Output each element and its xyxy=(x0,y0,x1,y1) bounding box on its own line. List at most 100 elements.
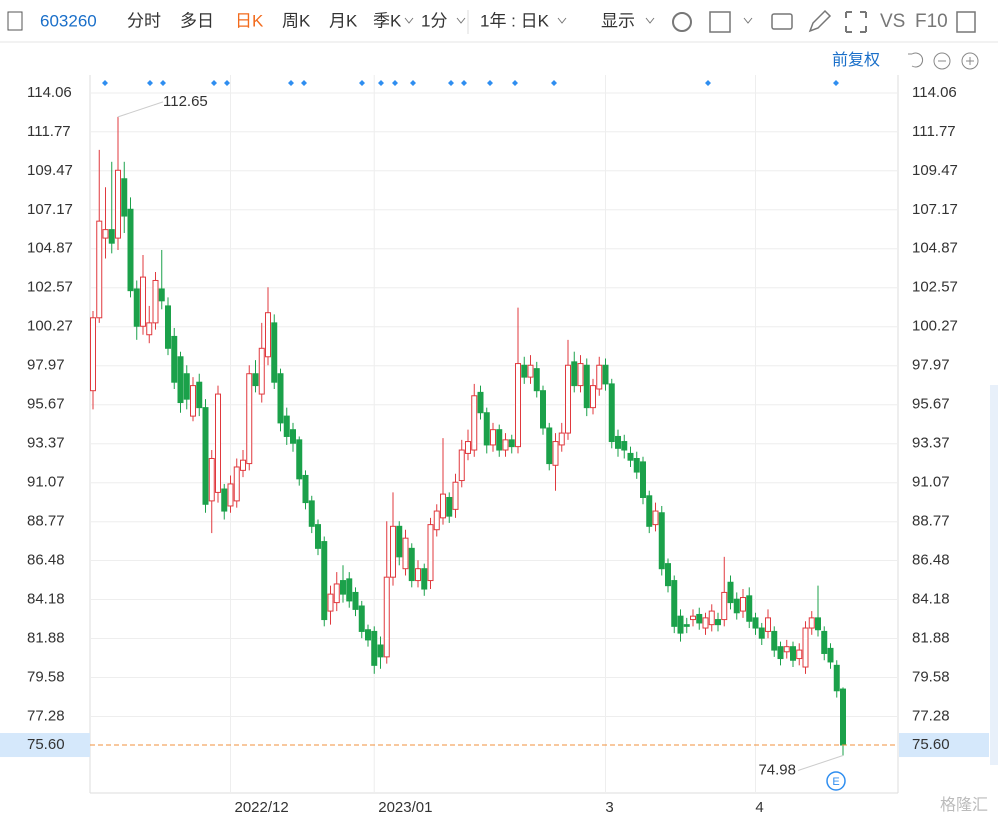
candle-body xyxy=(808,617,815,629)
y-tick-label: 114.06 xyxy=(27,84,72,101)
y-tick-label-right: 97.97 xyxy=(912,357,950,374)
candle-body xyxy=(196,381,203,409)
candle-body xyxy=(658,512,665,570)
candle-body xyxy=(146,322,153,336)
tab[interactable]: 多日 xyxy=(180,11,214,30)
y-tick-label-right: 102.57 xyxy=(912,279,958,296)
min-label: 74.98 xyxy=(758,762,796,779)
candle-body xyxy=(815,617,821,631)
candle-body xyxy=(571,361,578,387)
y-tick-label-right: 93.37 xyxy=(912,435,950,452)
settings-icon[interactable] xyxy=(672,12,692,32)
x-tick-label: 2023/01 xyxy=(378,799,432,816)
candle-body xyxy=(421,568,428,590)
candle-body xyxy=(821,630,828,654)
candle-body xyxy=(283,415,290,437)
event-icon[interactable] xyxy=(826,771,846,791)
last-price-badge-right xyxy=(899,733,989,758)
tab[interactable]: 月K xyxy=(329,11,358,30)
candle-body xyxy=(683,624,690,627)
candle-body xyxy=(583,364,590,409)
y-tick-label-right: 77.28 xyxy=(912,708,950,725)
candle-body xyxy=(746,595,753,622)
candle-body xyxy=(221,488,228,512)
candle-body xyxy=(177,356,184,404)
dropdown-arrows xyxy=(404,17,753,24)
panel-icon[interactable] xyxy=(7,11,23,31)
y-tick-label: 93.37 xyxy=(27,435,65,452)
tab[interactable]: 周K xyxy=(282,11,311,30)
candle-body xyxy=(577,363,584,387)
plot: 114.06 114.06 111.77 111.77 109.47 109.47 107.… xyxy=(0,75,989,816)
last-price-label-right: 75.60 xyxy=(912,736,950,753)
scrollbar[interactable] xyxy=(990,385,998,765)
max-pointer xyxy=(117,101,164,118)
zoom-in-plus xyxy=(966,57,974,65)
candle-body xyxy=(340,580,346,595)
candle-body xyxy=(415,568,421,582)
max-label: 112.65 xyxy=(163,93,208,110)
candle-body xyxy=(140,276,146,327)
watermark: 格隆汇 xyxy=(940,796,988,814)
candle-body xyxy=(152,279,159,324)
candle-body xyxy=(333,583,340,604)
y-tick-label: 102.57 xyxy=(27,279,73,296)
candle-body xyxy=(665,563,671,587)
tab[interactable]: 季K xyxy=(373,11,402,30)
candle-body xyxy=(690,615,696,621)
adjust-mode[interactable]: 前复权 xyxy=(832,51,880,69)
candle-body xyxy=(440,493,446,519)
candle-body xyxy=(402,537,409,570)
y-tick-label-right: 79.58 xyxy=(912,669,950,686)
f10-button[interactable]: F10 xyxy=(915,11,948,32)
candle-body xyxy=(790,646,796,661)
y-tick-label: 77.28 xyxy=(27,708,65,725)
candle-body xyxy=(508,439,515,448)
stock-code[interactable]: 603260 xyxy=(40,11,97,30)
zoom-out[interactable] xyxy=(933,52,951,70)
pen-icon[interactable] xyxy=(808,9,832,33)
candle-body xyxy=(602,364,609,385)
candle-body xyxy=(708,610,715,626)
candle-body xyxy=(208,457,215,502)
candle-body xyxy=(377,644,384,658)
candle-body xyxy=(327,593,334,612)
vs-button[interactable]: VS xyxy=(880,11,905,32)
candle-body xyxy=(733,598,740,614)
sidebar-icon[interactable] xyxy=(956,11,976,33)
candle-body xyxy=(271,322,278,383)
zoom-in[interactable] xyxy=(961,52,979,70)
last-price-badge xyxy=(0,733,90,758)
candle-body xyxy=(358,605,365,632)
candle-body xyxy=(277,373,284,424)
period-select[interactable]: 1年 : 日K xyxy=(480,11,550,30)
tab-active[interactable]: 日K xyxy=(235,11,264,30)
candle-body xyxy=(833,664,840,692)
candle-body xyxy=(565,364,571,434)
candle-body xyxy=(446,496,453,517)
candle-body xyxy=(108,229,115,244)
fullscreen-icon[interactable] xyxy=(845,11,867,33)
x-tick-label: 4 xyxy=(755,799,763,816)
y-tick-label: 79.58 xyxy=(27,669,65,686)
candle-body xyxy=(96,220,103,319)
y-tick-label: 100.27 xyxy=(27,318,73,335)
candle-body xyxy=(258,347,265,395)
candle-body xyxy=(533,368,540,392)
undo-icon[interactable] xyxy=(908,52,924,68)
y-tick-label: 107.17 xyxy=(27,201,73,218)
candle-body xyxy=(552,441,559,466)
tab[interactable]: 分时 xyxy=(127,11,161,30)
camera-icon[interactable] xyxy=(771,13,793,30)
y-tick-label-right: 107.17 xyxy=(912,201,958,218)
candle-body xyxy=(233,466,240,502)
candle-body xyxy=(802,627,809,668)
candle-body xyxy=(296,439,303,480)
display-menu[interactable]: 显示 xyxy=(601,11,635,30)
candle-body xyxy=(252,373,259,387)
box-icon[interactable] xyxy=(709,11,731,33)
tab[interactable]: 1分 xyxy=(421,11,447,30)
y-tick-label-right: 111.77 xyxy=(912,123,956,140)
candle-body xyxy=(633,457,640,473)
